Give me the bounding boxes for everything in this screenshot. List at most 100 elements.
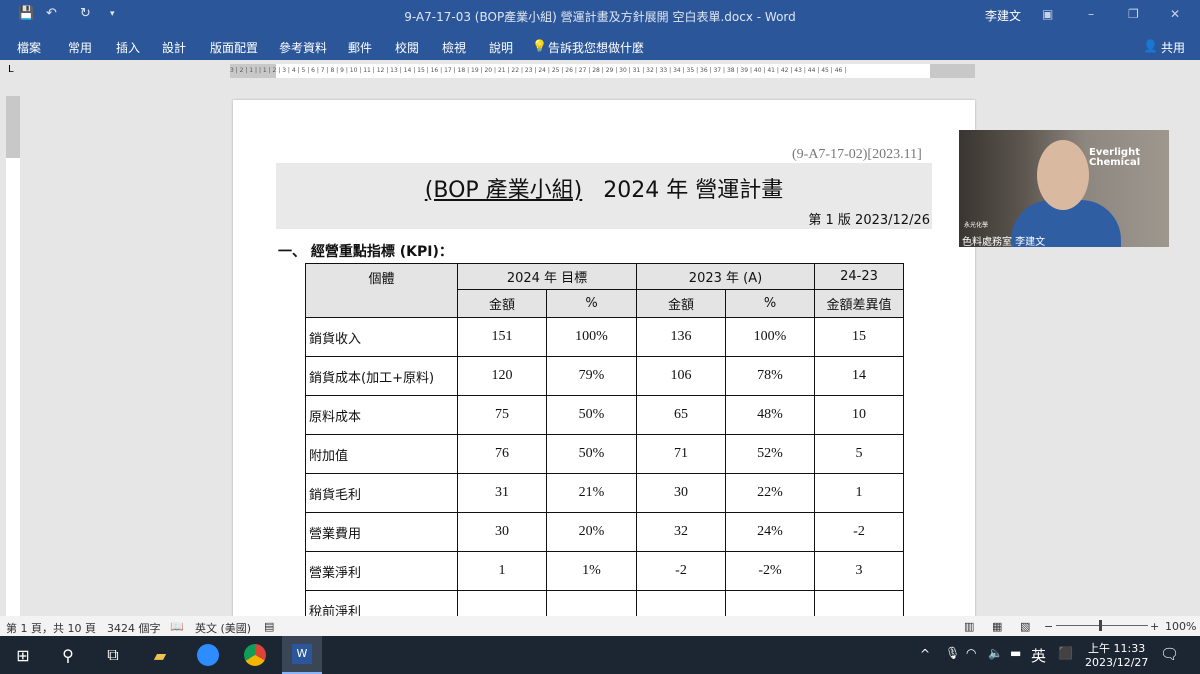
vertical-ruler[interactable] (6, 96, 20, 616)
cell[interactable]: 100% (546, 317, 637, 357)
zoom-in-icon[interactable]: + (1150, 620, 1160, 633)
cell[interactable]: 75 (457, 395, 547, 435)
tell-me-search[interactable]: 告訴我您想做什麼 (548, 41, 645, 55)
horizontal-ruler[interactable]: 3 | 2 | 1 | | 1 | 2 | 3 | 4 | 5 | 6 | 7 … (230, 64, 975, 78)
cell[interactable]: 1% (546, 551, 637, 591)
cell[interactable]: 50% (546, 434, 637, 474)
cell[interactable]: 24% (725, 512, 815, 552)
volume-icon[interactable]: 🔈 (988, 646, 1003, 660)
cell[interactable]: 71 (636, 434, 726, 474)
redo-icon[interactable]: ↻ (80, 6, 91, 21)
search-icon[interactable]: ⚲ (62, 645, 74, 665)
tab-stop-selector[interactable]: L (8, 64, 14, 75)
cell[interactable]: 106 (636, 356, 726, 396)
header-percent: % (725, 289, 815, 318)
tab-review[interactable]: 校閱 (395, 41, 420, 55)
tab-help[interactable]: 說明 (489, 41, 514, 55)
tab-file[interactable]: 檔案 (17, 41, 42, 55)
zoom-app-icon[interactable] (188, 636, 228, 674)
row-label[interactable]: 營業淨利 (305, 551, 458, 591)
cell[interactable]: 32 (636, 512, 726, 552)
cell[interactable]: 30 (636, 473, 726, 513)
tab-mailings[interactable]: 郵件 (348, 41, 373, 55)
row-label[interactable]: 銷貨毛利 (305, 473, 458, 513)
task-view-icon[interactable]: ⧉ (107, 645, 119, 664)
cell[interactable]: 1 (457, 551, 547, 591)
cell[interactable]: -2% (725, 551, 815, 591)
cell[interactable]: -2 (636, 551, 726, 591)
battery-icon[interactable]: ▬ (1010, 646, 1022, 660)
minimize-icon[interactable]: – (1088, 7, 1094, 21)
file-explorer-icon[interactable]: ▰ (153, 645, 167, 665)
maximize-icon[interactable]: ❐ (1128, 7, 1139, 21)
tab-home[interactable]: 常用 (68, 41, 93, 55)
share-button[interactable]: 共用 (1161, 41, 1186, 55)
cell[interactable]: 20% (546, 512, 637, 552)
cell[interactable]: 78% (725, 356, 815, 396)
cell[interactable]: 76 (457, 434, 547, 474)
table-row: 營業費用 30 20% 32 24% -2 (305, 512, 904, 552)
cell[interactable]: 5 (814, 434, 904, 474)
cell[interactable]: 22% (725, 473, 815, 513)
input-method-icon[interactable]: ⬛ (1058, 646, 1073, 660)
tab-insert[interactable]: 插入 (116, 41, 141, 55)
row-label[interactable]: 銷貨成本(加工+原料) (305, 356, 458, 396)
language[interactable]: 英文 (美國) (195, 622, 252, 635)
tab-layout[interactable]: 版面配置 (210, 41, 259, 55)
ribbon-display-icon[interactable]: ▣ (1042, 7, 1054, 21)
close-icon[interactable]: ✕ (1170, 7, 1181, 21)
zoom-level[interactable]: 100% (1165, 620, 1197, 633)
cell[interactable]: 3 (814, 551, 904, 591)
macro-icon[interactable]: ▤ (264, 620, 275, 633)
cell[interactable]: 21% (546, 473, 637, 513)
tab-view[interactable]: 檢視 (442, 41, 467, 55)
cell[interactable]: 151 (457, 317, 547, 357)
cell[interactable]: -2 (814, 512, 904, 552)
undo-icon[interactable]: ↶ (46, 6, 57, 21)
chrome-icon[interactable] (235, 636, 275, 674)
read-mode-icon[interactable]: ▥ (964, 620, 975, 633)
video-call-window[interactable]: Everlight Chemical 永光化學 色料處務室 李建文 (959, 130, 1169, 247)
web-layout-icon[interactable]: ▧ (1020, 620, 1031, 633)
cell[interactable]: 48% (725, 395, 815, 435)
show-hidden-icons[interactable]: ^ (920, 647, 931, 661)
tab-references[interactable]: 參考資料 (279, 41, 328, 55)
cell[interactable]: 136 (636, 317, 726, 357)
word-app-icon[interactable]: W (282, 636, 322, 674)
proofing-icon[interactable]: 📖 (170, 620, 184, 633)
ime-indicator[interactable]: 英 (1031, 647, 1047, 665)
microphone-icon[interactable]: 🎙 (945, 646, 961, 660)
word-count[interactable]: 3424 個字 (107, 622, 161, 635)
cell[interactable]: 10 (814, 395, 904, 435)
wifi-icon[interactable]: ◠ (966, 646, 977, 660)
customize-qa-icon[interactable]: ▾ (110, 9, 115, 19)
cell[interactable]: 120 (457, 356, 547, 396)
cell[interactable]: 31 (457, 473, 547, 513)
cell[interactable]: 100% (725, 317, 815, 357)
zoom-slider-thumb[interactable] (1099, 620, 1102, 631)
row-label[interactable]: 營業費用 (305, 512, 458, 552)
page-count[interactable]: 第 1 頁，共 10 頁 (6, 622, 96, 635)
zoom-out-icon[interactable]: − (1044, 620, 1054, 633)
kpi-table[interactable]: 個體 2024 年 目標 2023 年 (A) 24-23 金額 % 金額 % … (305, 263, 904, 630)
row-label[interactable]: 銷貨收入 (305, 317, 458, 357)
clock-time[interactable]: 上午 11:33 (1088, 642, 1146, 655)
cell[interactable]: 30 (457, 512, 547, 552)
cell[interactable]: 52% (725, 434, 815, 474)
user-name[interactable]: 李建文 (985, 9, 1022, 23)
cell[interactable]: 14 (814, 356, 904, 396)
notifications-icon[interactable]: 🗨 (1160, 645, 1180, 663)
cell[interactable]: 79% (546, 356, 637, 396)
clock-date[interactable]: 2023/12/27 (1085, 656, 1149, 669)
print-layout-icon[interactable]: ▦ (992, 620, 1003, 633)
cell[interactable]: 50% (546, 395, 637, 435)
cell[interactable]: 65 (636, 395, 726, 435)
row-label[interactable]: 附加值 (305, 434, 458, 474)
cell[interactable]: 15 (814, 317, 904, 357)
zoom-slider[interactable] (1056, 625, 1148, 626)
row-label[interactable]: 原料成本 (305, 395, 458, 435)
cell[interactable]: 1 (814, 473, 904, 513)
save-icon[interactable]: 💾 (18, 6, 35, 21)
tab-design[interactable]: 設計 (162, 41, 187, 55)
windows-start-icon[interactable]: ⊞ (16, 645, 30, 665)
